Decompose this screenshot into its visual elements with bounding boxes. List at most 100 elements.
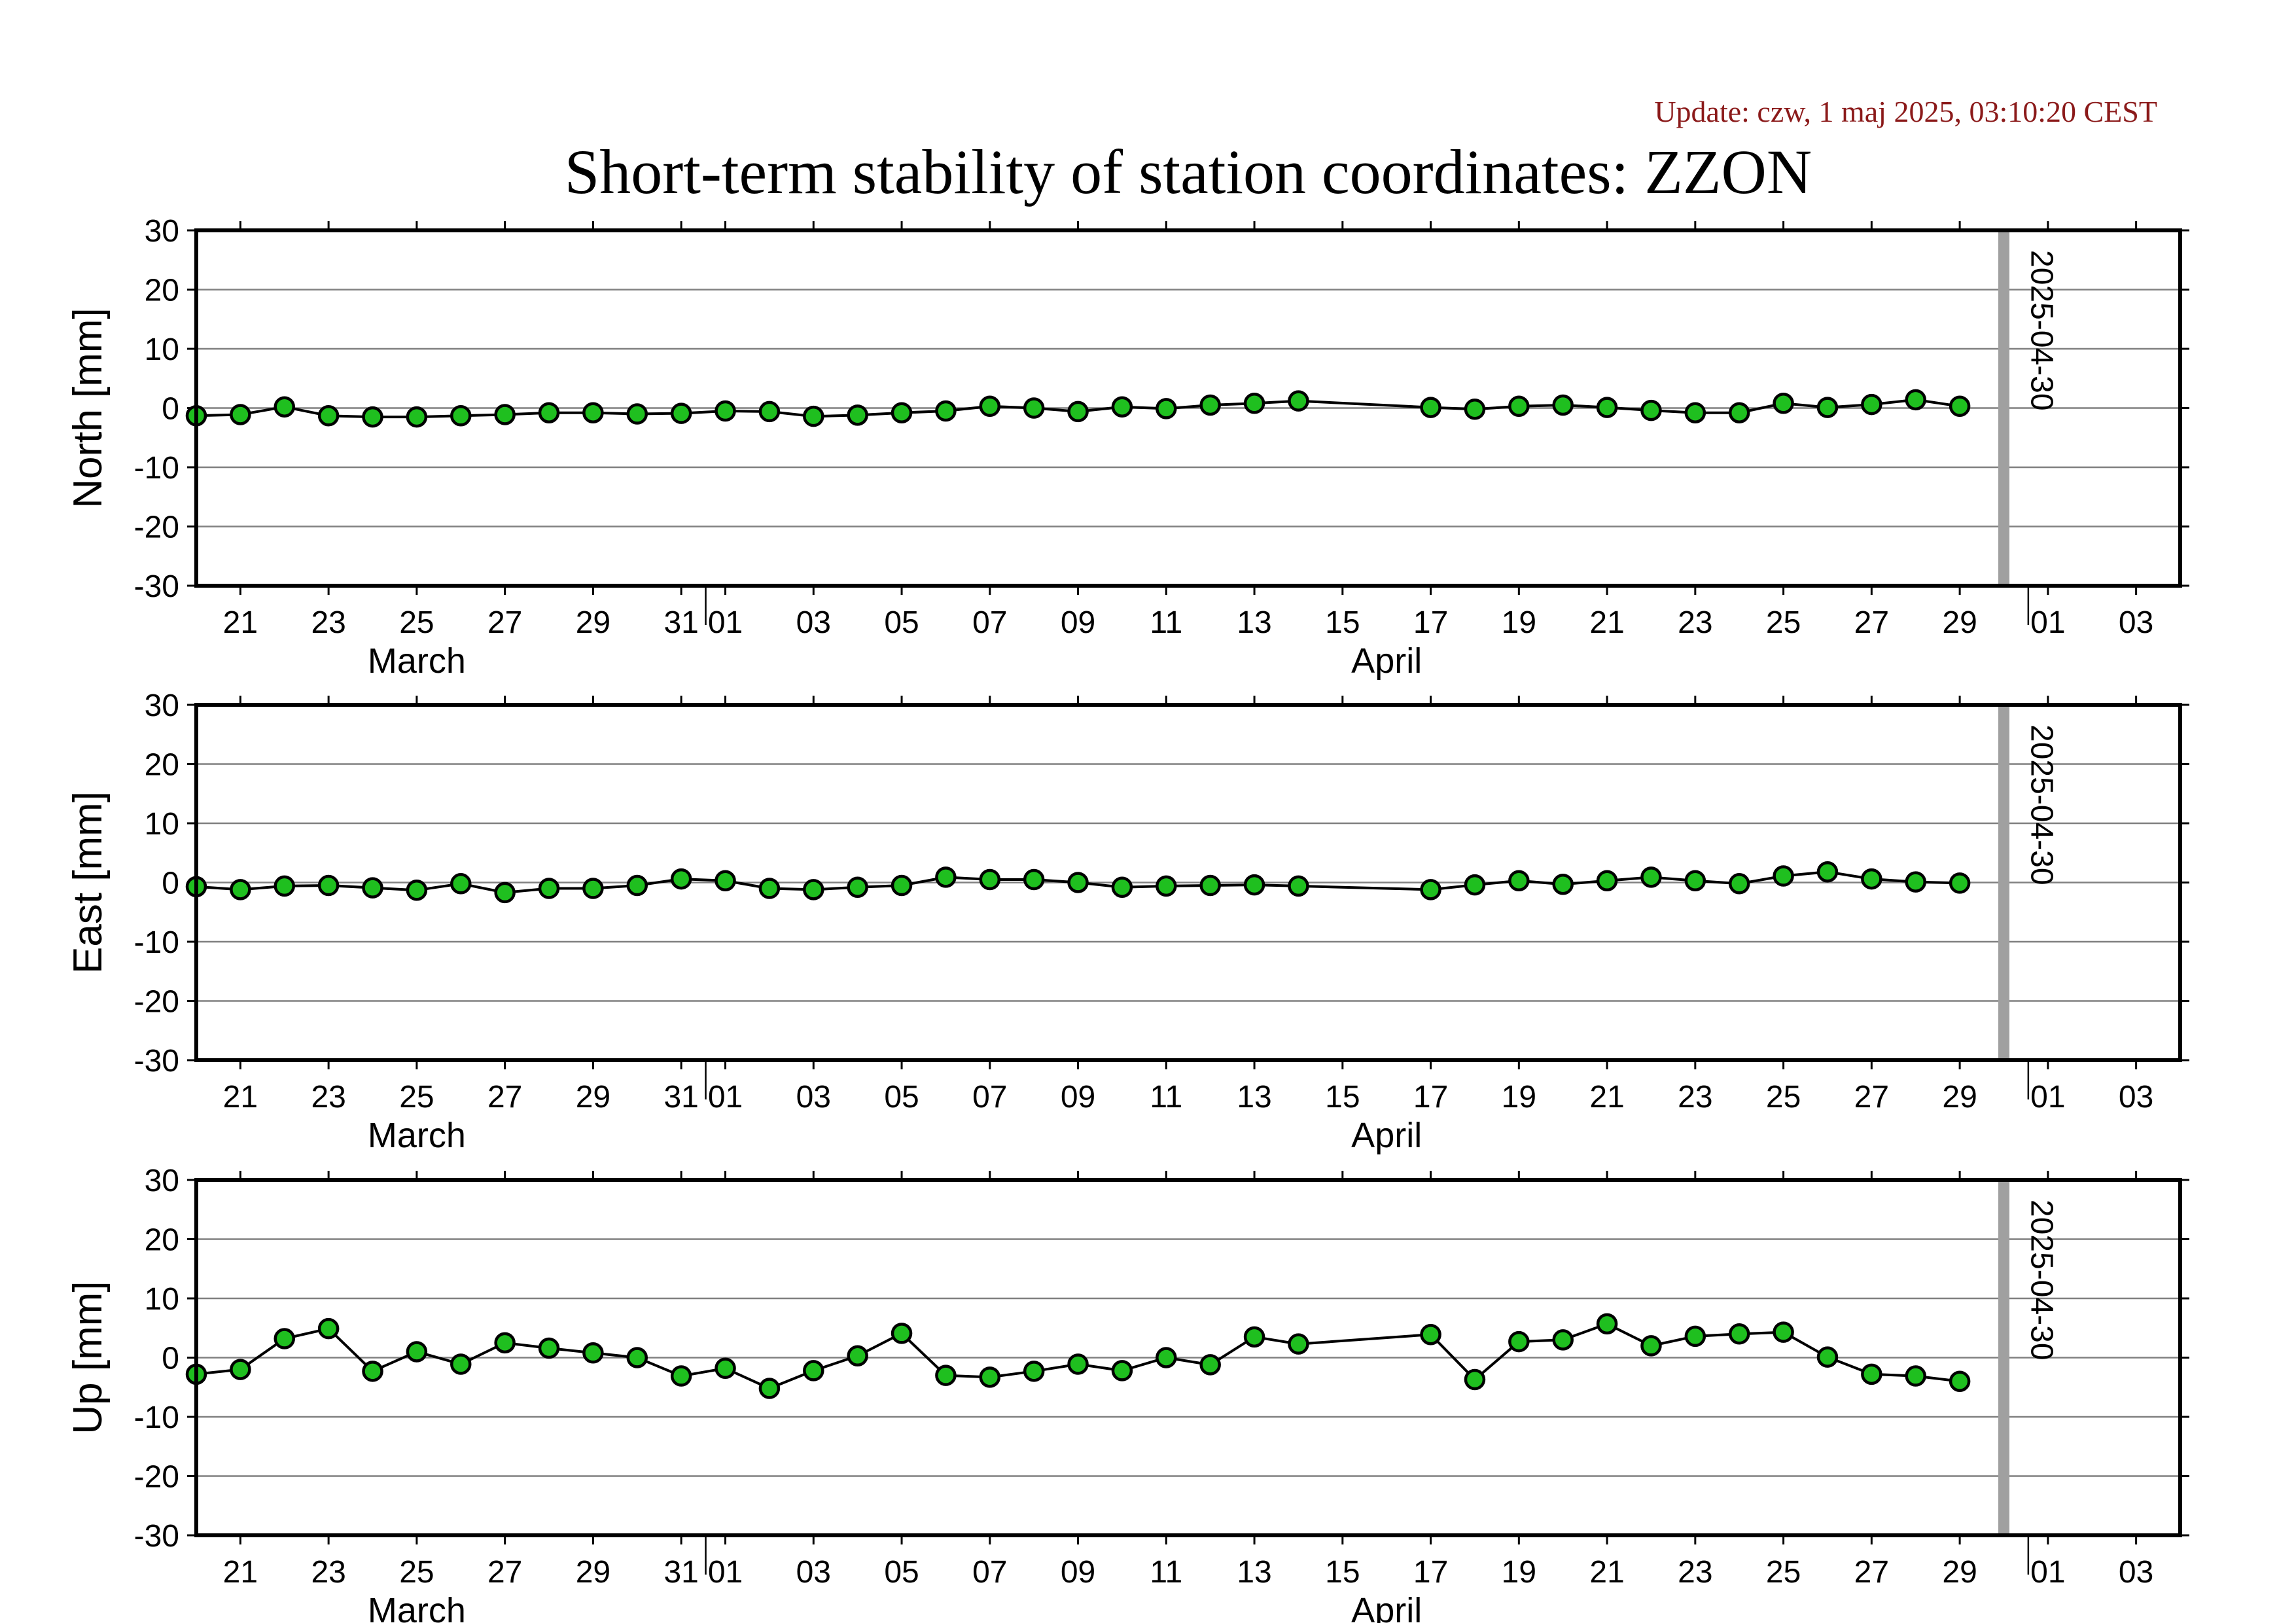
north-data-point-37: [1905, 389, 1926, 411]
east-data-point-1: [230, 879, 251, 901]
north-month-label-1: April: [1351, 641, 1422, 681]
east-data-point-25: [1288, 875, 1309, 897]
east-xtick-label-18: 25: [1766, 1080, 1801, 1115]
north-data-point-38: [1949, 395, 1971, 418]
up-data-point-31: [1640, 1335, 1662, 1357]
north-xtick-label-6: 01: [708, 605, 743, 640]
up-xtick-label-21: 01: [2030, 1555, 2065, 1590]
north-xtick-label-9: 07: [972, 605, 1007, 640]
east-plot-frame: [194, 703, 2182, 1062]
east-xtick-label-17: 23: [1678, 1080, 1712, 1115]
north-xtick-label-11: 11: [1150, 605, 1182, 640]
east-data-point-18: [979, 868, 1001, 891]
north-ytick-label-1: 20: [145, 274, 179, 308]
east-xtick-label-15: 19: [1502, 1080, 1536, 1115]
east-date-marker-label: 2025-04-30: [2024, 724, 2058, 885]
north-data-point-8: [538, 402, 560, 423]
north-xtick-label-16: 21: [1589, 605, 1624, 640]
north-ytick-label-0: 30: [145, 214, 179, 249]
up-data-point-38: [1949, 1370, 1971, 1392]
up-data-point-13: [758, 1378, 781, 1399]
east-xtick-label-21: 01: [2030, 1080, 2065, 1115]
up-data-point-16: [891, 1323, 913, 1344]
east-data-point-23: [1199, 874, 1221, 897]
east-data-point-16: [891, 874, 913, 897]
east-data-point-33: [1728, 873, 1750, 895]
north-data-point-30: [1596, 397, 1618, 418]
north-xtick-label-17: 23: [1678, 605, 1712, 640]
up-xtick-label-4: 29: [576, 1555, 610, 1590]
up-data-point-23: [1199, 1354, 1221, 1376]
north-data-point-21: [1111, 396, 1133, 418]
east-data-point-5: [406, 880, 428, 901]
up-data-point-33: [1728, 1323, 1750, 1345]
north-data-point-32: [1684, 402, 1706, 423]
east-data-point-31: [1640, 866, 1662, 888]
north-date-marker-label: 2025-04-30: [2024, 250, 2058, 411]
east-xtick-label-13: 15: [1325, 1080, 1360, 1115]
north-xtick-label-12: 13: [1237, 605, 1271, 640]
up-data-point-5: [406, 1341, 428, 1363]
up-data-point-3: [317, 1317, 340, 1340]
north-data-point-15: [847, 404, 868, 426]
east-data-point-29: [1552, 873, 1574, 895]
east-data-point-22: [1156, 875, 1177, 897]
north-data-point-13: [758, 401, 781, 423]
up-ytick-label-4: -10: [134, 1400, 179, 1435]
north-data-point-14: [803, 405, 824, 427]
north-xtick-label-0: 21: [223, 605, 258, 640]
north-xtick-label-8: 05: [884, 605, 919, 640]
east-data-point-15: [847, 876, 868, 898]
east-data-point-3: [317, 874, 340, 897]
north-data-point-34: [1773, 393, 1794, 414]
north-xtick-label-2: 25: [399, 605, 434, 640]
east-data-point-19: [1023, 868, 1045, 891]
east-ytick-label-0: 30: [145, 688, 179, 723]
east-data-point-36: [1861, 868, 1882, 890]
north-data-point-9: [582, 402, 604, 423]
up-data-point-24: [1243, 1326, 1265, 1348]
north-data-point-6: [450, 405, 472, 427]
east-ytick-label-5: -20: [134, 985, 179, 1020]
east-xtick-label-3: 27: [487, 1080, 522, 1115]
up-data-point-12: [715, 1357, 736, 1380]
up-data-point-15: [847, 1345, 868, 1367]
up-date-marker-label: 2025-04-30: [2024, 1200, 2058, 1361]
up-xtick-label-18: 25: [1766, 1555, 1801, 1590]
east-data-point-37: [1905, 871, 1926, 893]
east-xtick-label-9: 07: [972, 1080, 1007, 1115]
up-data-point-17: [935, 1364, 957, 1386]
east-panel: 30 20 10 0 -10 -20 -30 East [mm] 21 23 25 27 29 31 01 0…: [65, 688, 2189, 1155]
up-xtick-label-17: 23: [1678, 1555, 1712, 1590]
east-xtick-label-11: 11: [1150, 1080, 1182, 1115]
up-data-point-11: [670, 1365, 692, 1387]
east-xtick-label-5: 31: [663, 1080, 698, 1115]
up-xtick-label-3: 27: [487, 1555, 522, 1590]
east-data-point-24: [1243, 874, 1265, 896]
up-xtick-label-5: 31: [663, 1555, 698, 1590]
up-data-point-4: [362, 1361, 383, 1382]
up-data-point-32: [1684, 1325, 1706, 1347]
north-data-point-26: [1420, 397, 1441, 418]
up-data-point-37: [1905, 1365, 1926, 1387]
east-xtick-label-8: 05: [884, 1080, 919, 1115]
north-plot-frame: [194, 228, 2182, 588]
north-data-point-17: [935, 400, 957, 422]
up-data-point-21: [1111, 1360, 1133, 1382]
east-ytick-label-4: -10: [134, 925, 179, 960]
up-data-point-25: [1288, 1333, 1309, 1355]
up-plot-frame: [194, 1178, 2182, 1537]
up-xtick-label-1: 23: [311, 1555, 345, 1590]
east-data-point-35: [1816, 861, 1839, 883]
north-data-point-27: [1464, 399, 1486, 420]
north-xtick-label-7: 03: [796, 605, 831, 640]
east-data-point-38: [1949, 872, 1971, 894]
east-data-point-2: [274, 875, 296, 897]
east-data-point-6: [450, 873, 472, 895]
north-data-point-18: [979, 395, 1001, 418]
north-data-point-23: [1199, 394, 1221, 416]
up-xtick-label-7: 03: [796, 1555, 831, 1590]
east-data-point-30: [1596, 870, 1618, 892]
east-data-point-17: [935, 866, 957, 888]
up-xtick-label-8: 05: [884, 1555, 919, 1590]
